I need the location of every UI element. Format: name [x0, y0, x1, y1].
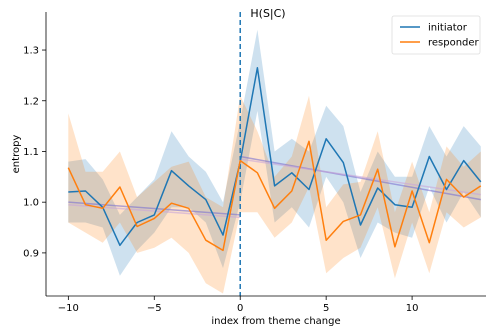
data-point-initiator [394, 204, 396, 206]
trend-line-responder-1 [240, 158, 481, 196]
data-point-initiator [411, 206, 413, 208]
data-point-responder [256, 172, 258, 174]
data-point-responder [325, 239, 327, 241]
data-point-initiator [222, 234, 224, 236]
data-point-initiator [428, 155, 430, 157]
data-point-responder [187, 207, 189, 209]
data-point-initiator [170, 170, 172, 172]
data-point-responder [428, 242, 430, 244]
data-point-initiator [273, 185, 275, 187]
data-point-responder [84, 204, 86, 206]
y-tick-label: 1.2 [23, 96, 39, 107]
data-point-responder [239, 159, 241, 161]
x-tick-label: −10 [58, 303, 79, 314]
chart-title: H(S|C) [250, 7, 285, 20]
data-point-responder [342, 220, 344, 222]
confidence-band-initiator [68, 29, 481, 276]
data-point-initiator [445, 188, 447, 190]
x-tick-label: 0 [237, 303, 243, 314]
data-point-responder [102, 207, 104, 209]
plot-background [46, 12, 486, 296]
data-point-initiator [84, 190, 86, 192]
data-point-responder [291, 190, 293, 192]
data-point-initiator [67, 191, 69, 193]
legend: initiator responder [391, 15, 481, 55]
data-point-initiator [153, 214, 155, 216]
data-point-initiator [359, 224, 361, 226]
data-point-initiator [187, 185, 189, 187]
title-background [248, 5, 288, 20]
data-point-responder [136, 225, 138, 227]
data-point-responder [394, 246, 396, 248]
x-tick-label: 5 [323, 303, 329, 314]
y-ticks: 0.9 1.0 1.1 1.2 1.3 [23, 46, 46, 259]
data-point-responder [273, 207, 275, 209]
data-point-responder [119, 186, 121, 188]
y-tick-label: 1.1 [23, 147, 39, 158]
data-point-responder [170, 202, 172, 204]
data-point-responder [222, 249, 224, 251]
data-point-initiator [308, 188, 310, 190]
data-point-initiator [291, 172, 293, 174]
data-point-responder [462, 196, 464, 198]
x-ticks: −10 −5 0 5 10 [58, 296, 419, 314]
data-point-initiator [325, 138, 327, 140]
data-point-responder [411, 190, 413, 192]
series-lines [67, 67, 482, 252]
data-point-responder [359, 214, 361, 216]
series-line-initiator [68, 67, 482, 247]
legend-label-responder: responder [428, 38, 480, 49]
y-tick-label: 1.0 [23, 198, 39, 209]
x-axis-label: index from theme change [211, 316, 340, 327]
x-tick-label: −5 [147, 303, 162, 314]
data-point-responder [308, 140, 310, 142]
data-point-responder [377, 168, 379, 170]
data-point-responder [205, 239, 207, 241]
y-tick-label: 0.9 [23, 248, 39, 259]
x-tick-label: 10 [406, 303, 419, 314]
data-point-responder [67, 166, 69, 168]
legend-label-initiator: initiator [428, 23, 468, 34]
series-line-responder [67, 140, 482, 252]
confidence-bands [68, 29, 481, 294]
data-point-initiator [462, 159, 464, 161]
data-point-initiator [377, 187, 379, 189]
data-point-initiator [205, 198, 207, 200]
legend-box [391, 15, 481, 55]
data-point-responder [153, 217, 155, 219]
data-point-responder [480, 185, 482, 187]
confidence-band-responder [68, 95, 481, 294]
data-point-responder [445, 178, 447, 180]
y-axis-label: entropy [11, 135, 22, 174]
y-tick-label: 1.3 [23, 46, 39, 57]
data-point-initiator [119, 244, 121, 246]
data-point-initiator [256, 67, 258, 69]
data-point-initiator [342, 161, 344, 163]
data-point-initiator [480, 181, 482, 183]
trend-line-initiator-1 [240, 155, 481, 201]
